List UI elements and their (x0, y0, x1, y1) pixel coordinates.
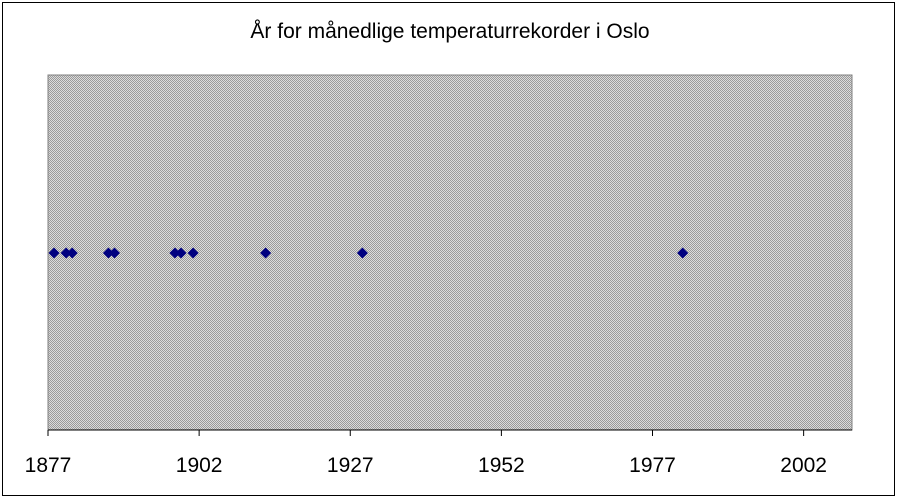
data-point-marker (60, 247, 72, 259)
x-tick-label: 1952 (478, 454, 525, 477)
plot-area (47, 74, 853, 431)
data-point-marker (66, 247, 78, 259)
x-tick-label: 1977 (629, 454, 676, 477)
data-point-marker (175, 247, 187, 259)
data-point-marker (169, 247, 181, 259)
data-points (48, 247, 689, 259)
data-point-marker (102, 247, 114, 259)
data-point-marker (356, 247, 368, 259)
chart-title: År for månedlige temperaturrekorder i Os… (250, 20, 650, 43)
data-point-marker (108, 247, 120, 259)
x-axis-ticks: 1877 1902 1927 1952 1977 2002 (25, 430, 827, 477)
x-tick-label: 1877 (25, 454, 72, 477)
x-tick-label: 2002 (780, 454, 827, 477)
x-tick-label: 1927 (327, 454, 374, 477)
data-point-marker (187, 247, 199, 259)
data-point-marker (677, 247, 689, 259)
x-tick-label: 1902 (176, 454, 223, 477)
data-point-marker (260, 247, 272, 259)
data-point-marker (48, 247, 60, 259)
